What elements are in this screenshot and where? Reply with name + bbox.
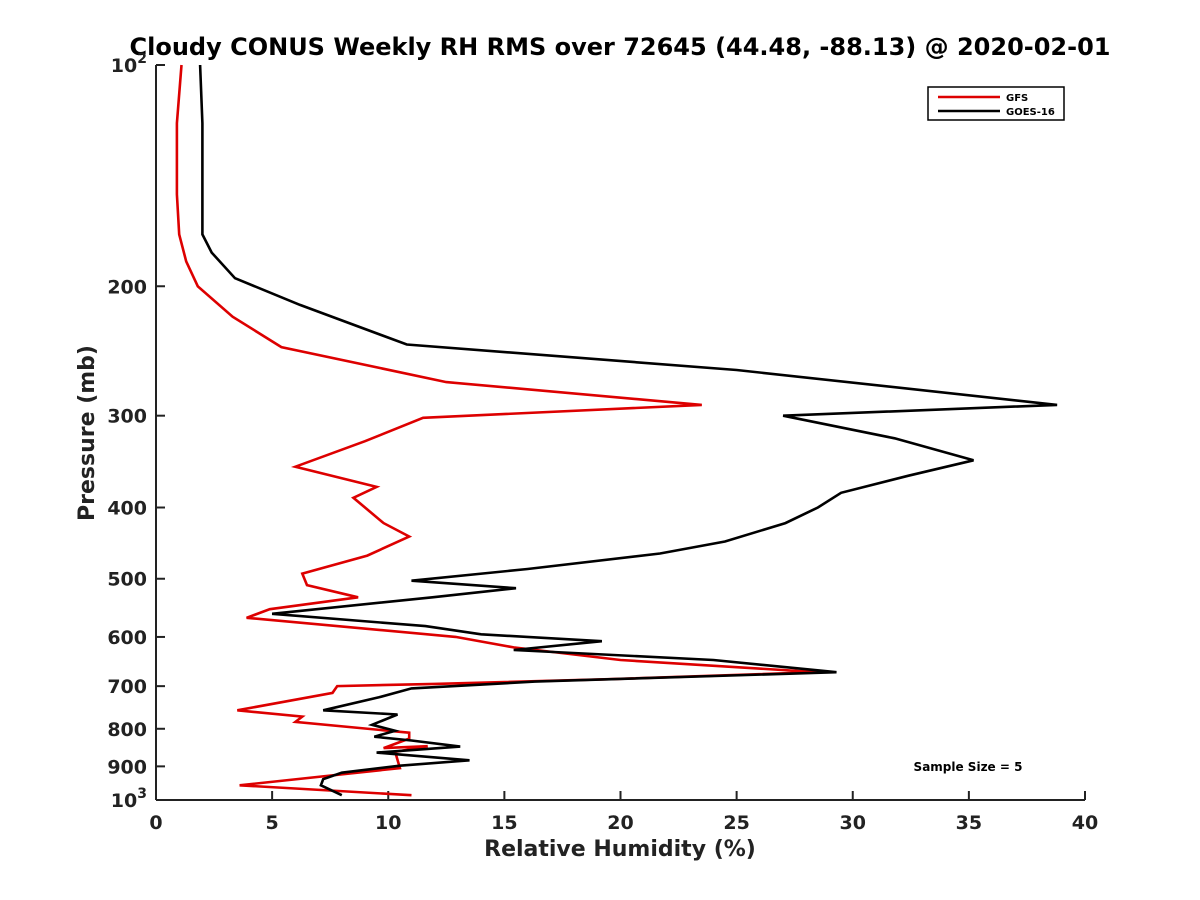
x-tick-label: 20	[607, 812, 633, 834]
plot-area	[155, 65, 1085, 801]
x-tick-label: 10	[375, 812, 401, 834]
legend-label: GFS	[1006, 93, 1028, 104]
y-tick-label: 300	[107, 406, 147, 428]
x-tick-label: 5	[266, 812, 279, 834]
y-tick-label: 400	[107, 498, 147, 520]
y-tick-base: 10	[111, 55, 137, 77]
x-tick-label: 25	[723, 812, 749, 834]
x-axis-label: Relative Humidity (%)	[484, 837, 756, 862]
x-tick-label: 30	[840, 812, 866, 834]
legend: GFS GOES-16	[927, 86, 1065, 121]
series-layer	[175, 64, 1058, 797]
x-tick-label: 40	[1072, 812, 1098, 834]
y-tick-label: 500	[107, 569, 147, 591]
x-tick-label: 35	[956, 812, 982, 834]
y-tick-label: 102	[111, 51, 147, 77]
y-tick-label: 103	[111, 786, 147, 812]
y-tick-label: 700	[107, 676, 147, 698]
y-tick-exponent: 2	[137, 51, 147, 67]
y-tick-label: 200	[107, 276, 147, 298]
x-tick-label: 0	[149, 812, 162, 834]
chart-title: Cloudy CONUS Weekly RH RMS over 72645 (4…	[130, 33, 1111, 61]
series-line-gfs	[175, 64, 818, 797]
y-tick-exponent: 3	[137, 786, 147, 802]
series-line-goes-16	[198, 64, 1058, 797]
legend-box	[927, 86, 1065, 121]
x-axis-ticks: 0 5 10 15 20 25 30 35 40	[149, 791, 1098, 834]
y-axis-label: Pressure (mb)	[75, 345, 100, 521]
legend-label: GOES-16	[1006, 107, 1055, 118]
y-tick-label: 800	[107, 719, 147, 741]
sample-size-annotation: Sample Size = 5	[914, 760, 1023, 774]
y-tick-label: 900	[107, 756, 147, 778]
y-tick-base: 10	[111, 790, 137, 812]
y-tick-label: 600	[107, 627, 147, 649]
x-tick-label: 15	[491, 812, 517, 834]
